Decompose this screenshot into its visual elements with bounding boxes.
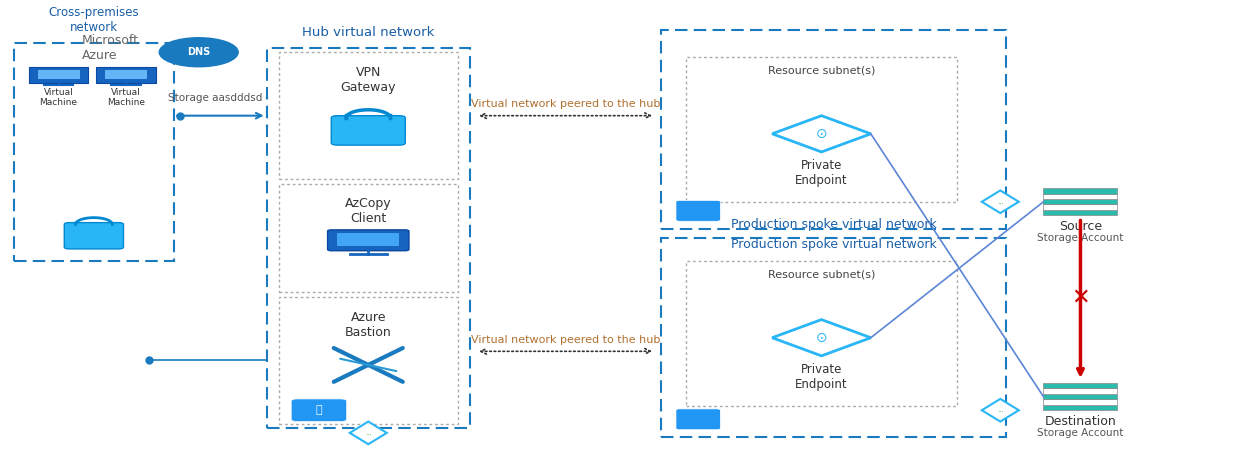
Text: Virtual
Machine: Virtual Machine: [40, 88, 78, 107]
FancyBboxPatch shape: [1043, 383, 1117, 389]
Text: DNS: DNS: [187, 47, 210, 57]
FancyBboxPatch shape: [1043, 389, 1117, 394]
Text: Resource subnet(s): Resource subnet(s): [768, 66, 875, 76]
FancyBboxPatch shape: [96, 67, 156, 82]
FancyBboxPatch shape: [292, 399, 346, 422]
FancyBboxPatch shape: [1043, 188, 1117, 193]
Text: Azure
Bastion: Azure Bastion: [345, 310, 392, 338]
FancyBboxPatch shape: [676, 409, 721, 430]
Text: Cross-premises
network: Cross-premises network: [48, 6, 140, 34]
FancyBboxPatch shape: [1043, 193, 1117, 199]
Polygon shape: [981, 191, 1018, 213]
FancyBboxPatch shape: [337, 233, 399, 246]
Text: Storage Account: Storage Account: [1037, 428, 1124, 439]
Text: Production spoke virtual network: Production spoke virtual network: [730, 238, 937, 251]
FancyBboxPatch shape: [1043, 399, 1117, 405]
Text: ⊙: ⊙: [816, 127, 827, 141]
FancyBboxPatch shape: [1043, 405, 1117, 410]
FancyBboxPatch shape: [105, 70, 147, 79]
Text: ✕: ✕: [1072, 288, 1090, 308]
FancyBboxPatch shape: [1043, 394, 1117, 399]
FancyBboxPatch shape: [331, 116, 405, 145]
Text: ...: ...: [365, 430, 372, 436]
Text: Virtual
Machine: Virtual Machine: [108, 88, 145, 107]
FancyBboxPatch shape: [1043, 199, 1117, 205]
Text: Storage Account: Storage Account: [1037, 233, 1124, 244]
Text: Microsoft
Azure: Microsoft Azure: [82, 34, 138, 62]
FancyBboxPatch shape: [676, 200, 721, 221]
Text: Private
Endpoint: Private Endpoint: [795, 159, 848, 187]
Text: Hub virtual network: Hub virtual network: [302, 26, 435, 39]
Text: Destination: Destination: [1044, 415, 1116, 428]
FancyBboxPatch shape: [1043, 210, 1117, 215]
Text: AzCopy
Client: AzCopy Client: [345, 197, 392, 225]
FancyBboxPatch shape: [64, 223, 124, 249]
FancyBboxPatch shape: [28, 67, 88, 82]
Polygon shape: [981, 399, 1018, 422]
Text: ⊙: ⊙: [816, 331, 827, 345]
Text: ...: ...: [997, 199, 1004, 205]
Text: Production spoke virtual network: Production spoke virtual network: [730, 218, 937, 231]
FancyBboxPatch shape: [37, 70, 79, 79]
Text: ...: ...: [997, 407, 1004, 413]
Text: Storage aasdddsd: Storage aasdddsd: [168, 93, 262, 103]
Polygon shape: [350, 422, 387, 444]
Text: Virtual network peered to the hub: Virtual network peered to the hub: [471, 99, 660, 109]
Text: Source: Source: [1059, 220, 1103, 233]
Text: VPN
Gateway: VPN Gateway: [341, 66, 396, 94]
Text: 🛡: 🛡: [315, 405, 323, 415]
FancyBboxPatch shape: [1043, 205, 1117, 210]
Text: Virtual network peered to the hub: Virtual network peered to the hub: [471, 335, 660, 344]
FancyBboxPatch shape: [328, 230, 409, 251]
Text: Private
Endpoint: Private Endpoint: [795, 363, 848, 391]
Text: Resource subnet(s): Resource subnet(s): [768, 270, 875, 280]
Circle shape: [159, 38, 239, 67]
